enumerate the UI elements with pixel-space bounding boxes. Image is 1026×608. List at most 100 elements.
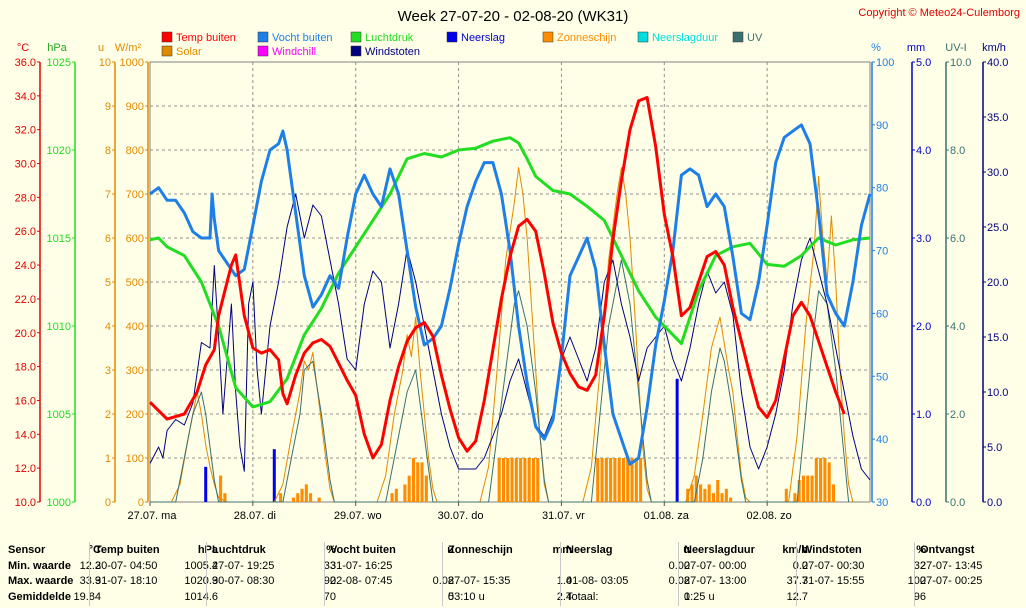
axis-tick-label-solar: 0	[138, 497, 144, 509]
series-pressure-line	[149, 136, 871, 409]
axis-tick-label-pressure: 1020	[47, 145, 71, 157]
axis-tick-label-wind: 0.0	[987, 497, 1002, 509]
sunshine-bar	[784, 488, 788, 502]
sunshine-bar	[639, 458, 643, 502]
sunshine-bar	[223, 493, 227, 502]
sunshine-bar	[523, 458, 527, 502]
sunshine-bar	[531, 458, 536, 502]
axis-tick-label-humidity: 50	[876, 371, 888, 383]
stats-column: Temp buiten °C 30-07- 04:50 12.2 31-07- 18:1…	[73, 538, 205, 608]
cell-value: 96	[913, 591, 926, 603]
cell-value: 92	[323, 575, 336, 587]
x-tick-label: 27.07. ma	[128, 510, 178, 522]
axis-tick-label-humidity: 90	[876, 120, 888, 132]
sunshine-bar	[634, 458, 638, 502]
legend-label: Neerslagduur	[652, 32, 718, 44]
sunshine-bar	[694, 475, 698, 502]
sunshine-bar	[411, 458, 416, 502]
cell-value: 0.08	[432, 575, 454, 587]
axis-tick-label-temp: 36.0	[15, 57, 36, 69]
column-title: Vocht buiten	[330, 544, 396, 556]
axis-tick-label-uv: 10.0	[950, 57, 971, 69]
axis-unit-uv: UV-I	[945, 42, 966, 54]
weather-chart: Week 27-07-20 - 02-08-20 (WK31) Copyrigh…	[15, 7, 1020, 522]
axis-unit-humidity: %	[871, 42, 881, 54]
sunshine-bar	[317, 497, 321, 502]
column-title: Windstoten	[802, 544, 862, 556]
axis-tick-label-humidity: 100	[876, 57, 894, 69]
sunshine-bar	[407, 475, 411, 502]
row-label: Max. waarde	[8, 575, 74, 587]
sunshine-bar	[716, 480, 720, 502]
rain-bar	[204, 466, 208, 502]
axis-tick-label-solar: 800	[126, 145, 144, 157]
column-unit: hPa	[197, 544, 218, 556]
axis-tick-label-solar: 700	[126, 189, 144, 201]
axis-tick-label-sunshine: 2	[105, 409, 111, 421]
cell-value: 19.84	[73, 591, 101, 603]
column-unit: %	[916, 544, 926, 556]
legend-label: Zonneschijn	[557, 32, 616, 44]
legend-label: Neerslag	[461, 32, 505, 44]
series-humidity-line	[149, 123, 872, 466]
axis-tick-label-pressure: 1015	[47, 233, 71, 245]
cell-value: 12.2	[79, 560, 101, 572]
cell-value: 1.4	[556, 575, 572, 587]
axis-tick-label-temp: 20.0	[15, 328, 36, 340]
legend-swatch	[257, 31, 269, 43]
sunshine-bar	[300, 488, 304, 502]
column-unit: u	[683, 544, 690, 556]
cell-timestamp: 30-07- 04:50	[95, 560, 158, 572]
axis-tick-label-pressure: 1005	[47, 409, 71, 421]
axis-tick-label-rain: 4.0	[916, 145, 931, 157]
cell-value: 33	[323, 560, 336, 572]
axis-unit-rain: mm	[907, 42, 925, 54]
sunshine-bar	[707, 484, 711, 502]
axis-tick-label-pressure: 1025	[47, 57, 71, 69]
stats-column: Luchtdruk hPa 27-07- 19:25 1005.4 30-07- 08:…	[184, 538, 322, 608]
sunshine-bar	[416, 462, 420, 502]
cell-timestamp: 27-07- 00:00	[684, 560, 747, 572]
column-title: Zonneschijn	[448, 544, 513, 556]
sunshine-bar	[309, 493, 313, 502]
legend-label: Solar	[176, 46, 202, 58]
column-title: Sensor	[8, 544, 46, 556]
column-unit: u	[447, 544, 454, 556]
axis-tick-label-uv: 4.0	[950, 321, 965, 333]
axis-tick-label-pressure: 1010	[47, 321, 71, 333]
axis-tick-label-solar: 500	[126, 277, 144, 289]
axis-tick-label-sunshine: 10	[99, 57, 111, 69]
legend-swatch	[257, 45, 269, 57]
axis-tick-label-wind: 35.0	[987, 112, 1008, 124]
axis-tick-label-temp: 18.0	[15, 362, 36, 374]
sunshine-bar	[536, 458, 540, 502]
axis-unit-sunshine: u	[98, 42, 104, 54]
axis-tick-label-sunshine: 3	[105, 365, 111, 377]
sunshine-bar	[814, 458, 818, 502]
sunshine-bar	[703, 488, 707, 502]
sunshine-bar	[806, 475, 810, 502]
sunshine-bar	[711, 493, 716, 502]
cell-timestamp: 31-07- 15:55	[802, 575, 865, 587]
axis-tick-label-rain: 5.0	[916, 57, 931, 69]
x-tick-label: 30.07. do	[438, 510, 484, 522]
legend-label: Temp buiten	[176, 32, 236, 44]
axis-tick-label-uv: 2.0	[950, 409, 965, 421]
sunshine-bar	[501, 458, 506, 502]
column-title: Temp buiten	[95, 544, 160, 556]
copyright-text: Copyright © Meteo24-Culemborg	[858, 7, 1020, 19]
axis-tick-label-sunshine: 4	[105, 321, 111, 333]
sunshine-bar	[793, 493, 797, 502]
sunshine-bar	[626, 458, 630, 502]
data-marks	[148, 96, 872, 503]
sunshine-bar	[827, 462, 831, 502]
axis-tick-label-temp: 34.0	[15, 91, 36, 103]
axis-tick-label-humidity: 80	[876, 183, 888, 195]
axis-tick-label-rain: 0.0	[916, 497, 931, 509]
x-tick-label: 02.08. zo	[747, 510, 792, 522]
axis-unit-wind: km/h	[982, 42, 1006, 54]
sunshine-bar	[617, 458, 621, 502]
legend-swatch	[637, 31, 649, 43]
stats-column: Neerslagduur u 27-07- 00:00 0.00 27-07- 13:0…	[669, 538, 794, 608]
sunshine-bar	[801, 475, 806, 502]
